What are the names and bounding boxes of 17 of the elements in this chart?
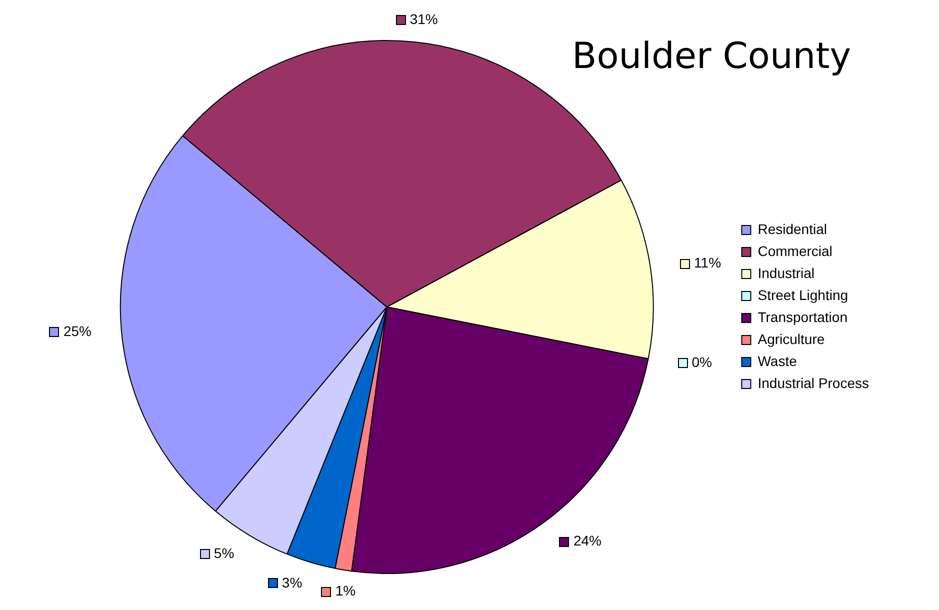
data-label: 31%: [410, 10, 438, 27]
legend-label: Agriculture: [758, 330, 825, 347]
data-label: 3%: [282, 574, 302, 590]
data-label: 24%: [573, 532, 602, 548]
data-label: 25%: [63, 323, 92, 340]
data-label: 1%: [335, 582, 356, 598]
text: Boulder County: [572, 36, 851, 77]
legend-label: Residential: [758, 220, 827, 237]
data-label: 11%: [694, 254, 722, 271]
legend-label: Commercial: [758, 242, 832, 259]
legend-label: Waste: [758, 352, 798, 369]
legend-label: Street Lighting: [758, 286, 848, 303]
data-label: 5%: [214, 545, 234, 562]
text: 0%: [692, 354, 712, 370]
legend-label: Transportation: [758, 308, 848, 325]
legend-label: Industrial Process: [758, 374, 870, 391]
legend-label: Industrial: [758, 264, 815, 281]
